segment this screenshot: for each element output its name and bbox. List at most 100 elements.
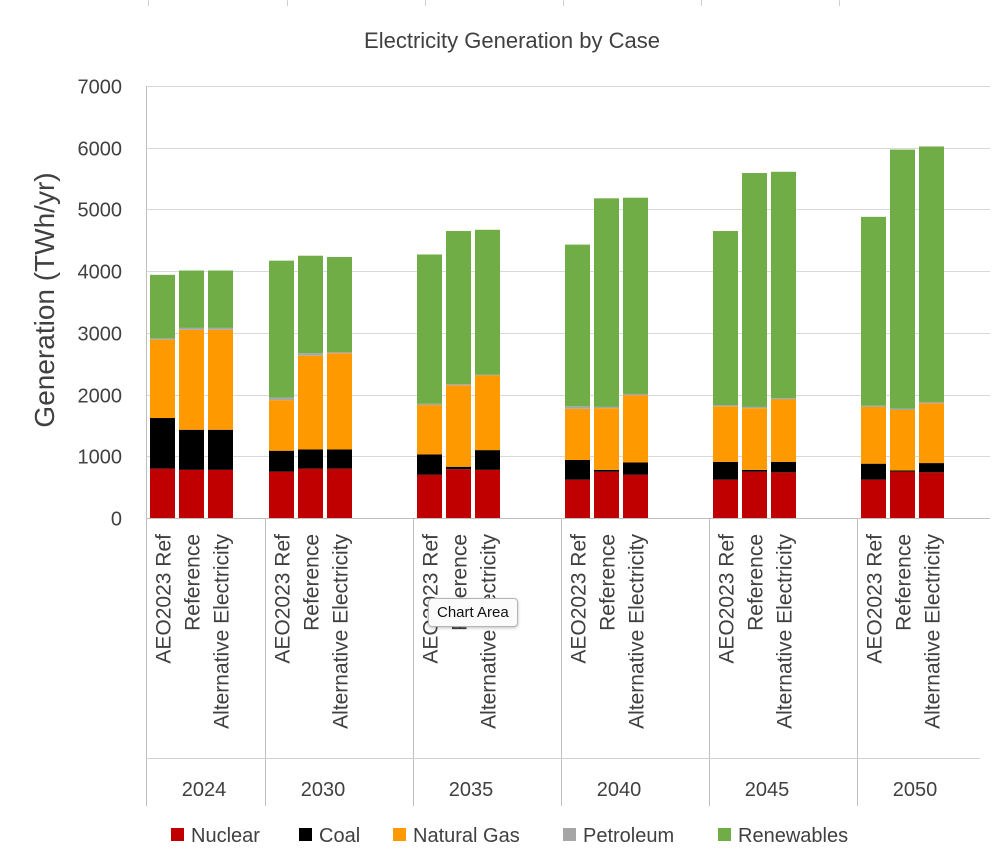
bar-nuclear-13 <box>742 471 767 518</box>
bar-petroleum-14 <box>771 398 796 400</box>
bar-petroleum-6 <box>417 403 442 406</box>
group-label-2030: 2030 <box>301 779 346 801</box>
case-label: AEO2023 Ref <box>568 534 591 664</box>
group-label-2040: 2040 <box>597 779 642 801</box>
case-label: AEO2023 Ref <box>864 534 887 664</box>
group-label-2050: 2050 <box>893 779 938 801</box>
axes <box>146 86 990 806</box>
bar-renewables-16 <box>890 149 915 409</box>
bar-nuclear-6 <box>417 474 442 518</box>
bar-natural-gas-12 <box>713 406 738 462</box>
bar-coal-8 <box>475 450 500 470</box>
legend-swatch-coal <box>299 828 312 841</box>
legend-swatch-nuclear <box>171 828 184 841</box>
bar-natural-gas-4 <box>298 355 323 450</box>
group-label-2045: 2045 <box>745 779 790 801</box>
case-label: AEO2023 Ref <box>153 534 176 664</box>
group-label-2035: 2035 <box>449 779 494 801</box>
bar-coal-3 <box>269 450 294 472</box>
bar-renewables-11 <box>623 197 648 394</box>
y-tick-label: 4000 <box>78 262 123 284</box>
bar-renewables-17 <box>919 146 944 402</box>
bar-coal-14 <box>771 461 796 473</box>
bar-coal-0 <box>150 418 175 469</box>
legend-label-coal: Coal <box>319 825 360 847</box>
legend: Nuclear Coal Natural Gas Petroleum Renewable… <box>171 825 848 847</box>
group-label-2024: 2024 <box>182 779 227 801</box>
bar-coal-11 <box>623 462 648 475</box>
bar-petroleum-15 <box>861 405 886 407</box>
bar-nuclear-15 <box>861 479 886 518</box>
bar-coal-12 <box>713 461 738 480</box>
bar-nuclear-0 <box>150 468 175 518</box>
legend-swatch-renewables <box>718 828 731 841</box>
bar-petroleum-12 <box>713 405 738 407</box>
bar-renewables-15 <box>861 216 886 406</box>
bar-petroleum-11 <box>623 393 648 396</box>
bar-renewables-3 <box>269 260 294 398</box>
bar-natural-gas-17 <box>919 403 944 464</box>
bar-natural-gas-0 <box>150 339 175 419</box>
bar-nuclear-14 <box>771 472 796 518</box>
bar-coal-1 <box>179 429 204 470</box>
bar-nuclear-8 <box>475 469 500 518</box>
case-label: Reference <box>301 534 324 631</box>
bar-natural-gas-14 <box>771 399 796 462</box>
case-label: Reference <box>745 534 768 631</box>
bar-nuclear-17 <box>919 472 944 518</box>
bar-coal-6 <box>417 454 442 475</box>
bar-nuclear-2 <box>208 469 233 518</box>
bar-petroleum-9 <box>565 406 590 409</box>
bar-petroleum-5 <box>327 351 352 354</box>
bar-petroleum-7 <box>446 384 471 386</box>
bar-coal-4 <box>298 449 323 469</box>
y-tick-label: 7000 <box>78 77 123 99</box>
bar-natural-gas-6 <box>417 405 442 455</box>
case-label: Reference <box>597 534 620 631</box>
bar-coal-2 <box>208 429 233 470</box>
case-label: Alternative Electricity <box>922 534 945 729</box>
bar-natural-gas-8 <box>475 375 500 451</box>
bar-nuclear-1 <box>179 469 204 518</box>
y-tick-label: 6000 <box>78 139 123 161</box>
legend-swatch-petroleum <box>563 828 576 841</box>
bar-renewables-14 <box>771 171 796 399</box>
case-label: Alternative Electricity <box>774 534 797 729</box>
bar-petroleum-16 <box>890 408 915 410</box>
case-label: Reference <box>893 534 916 631</box>
bar-natural-gas-9 <box>565 408 590 460</box>
y-axis-label: Generation (TWh/yr) <box>29 172 60 427</box>
bars <box>150 146 944 518</box>
bar-renewables-9 <box>565 244 590 407</box>
legend-label-nuclear: Nuclear <box>191 825 260 847</box>
bar-coal-13 <box>742 469 767 472</box>
bar-renewables-10 <box>594 198 619 407</box>
y-tick-label: 0 <box>111 509 122 531</box>
bar-nuclear-12 <box>713 479 738 518</box>
group-labels: 2024 2030 2035 2040 2045 2050 <box>182 779 938 801</box>
bar-renewables-0 <box>150 274 175 339</box>
bar-nuclear-16 <box>890 471 915 518</box>
legend-label-natural-gas: Natural Gas <box>413 825 520 847</box>
bar-natural-gas-16 <box>890 410 915 471</box>
bar-renewables-4 <box>298 255 323 354</box>
legend-swatch-natural-gas <box>393 828 406 841</box>
bar-natural-gas-13 <box>742 408 767 470</box>
bar-coal-9 <box>565 459 590 480</box>
bar-nuclear-4 <box>298 468 323 518</box>
bar-coal-16 <box>890 470 915 472</box>
bar-nuclear-3 <box>269 471 294 518</box>
legend-label-renewables: Renewables <box>738 825 848 847</box>
bar-renewables-6 <box>417 254 442 404</box>
bar-petroleum-1 <box>179 327 204 330</box>
bar-nuclear-9 <box>565 479 590 518</box>
bar-renewables-5 <box>327 256 352 352</box>
case-label: Alternative Electricity <box>478 534 501 729</box>
bar-natural-gas-2 <box>208 329 233 430</box>
case-labels: AEO2023 Ref Reference Alternative Electric… <box>153 534 945 729</box>
bar-natural-gas-15 <box>861 406 886 464</box>
bar-coal-15 <box>861 463 886 480</box>
bar-coal-17 <box>919 463 944 473</box>
bar-nuclear-10 <box>594 471 619 518</box>
